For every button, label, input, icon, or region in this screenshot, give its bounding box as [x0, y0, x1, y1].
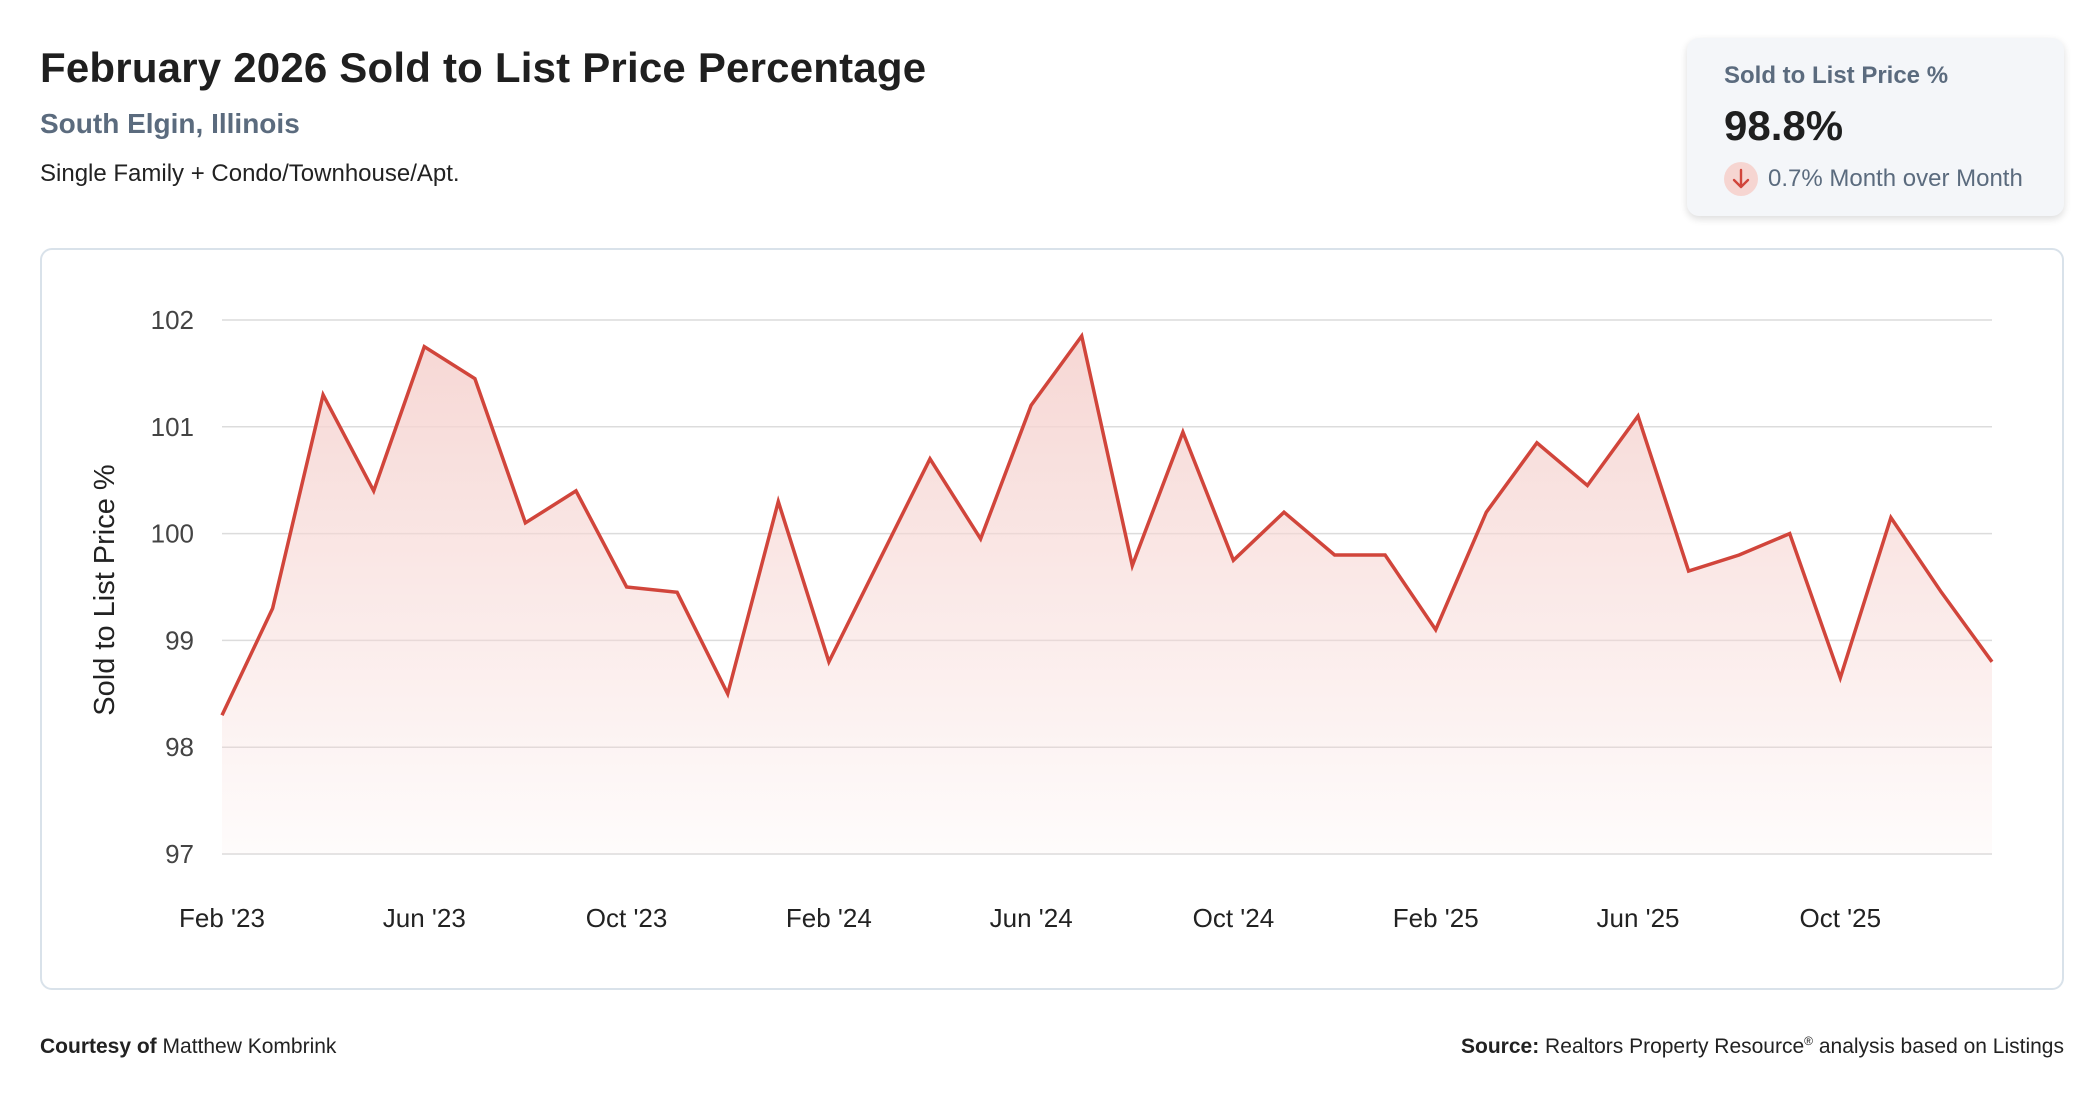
data-point[interactable]	[1983, 653, 2001, 671]
data-point[interactable]	[1022, 396, 1040, 414]
stat-change-row: 0.7% Month over Month	[1724, 162, 2064, 196]
y-tick-label: 101	[151, 412, 194, 442]
data-point[interactable]	[1477, 503, 1495, 521]
data-point[interactable]	[365, 482, 383, 500]
y-axis-label: Sold to List Price %	[89, 464, 121, 715]
data-point[interactable]	[213, 706, 231, 724]
y-tick-label: 97	[165, 839, 194, 869]
data-point[interactable]	[567, 482, 585, 500]
data-point[interactable]	[1376, 546, 1394, 564]
data-point[interactable]	[1174, 423, 1192, 441]
source-credit: Source: Realtors Property Resource® anal…	[1461, 1035, 2064, 1059]
data-point[interactable]	[1123, 557, 1141, 575]
data-point[interactable]	[1224, 551, 1242, 569]
stat-change-text: 0.7% Month over Month	[1768, 165, 2023, 192]
property-types-label: Single Family + Condo/Townhouse/Apt.	[40, 160, 460, 187]
data-point[interactable]	[516, 514, 534, 532]
courtesy-name: Matthew Kombrink	[162, 1035, 337, 1058]
data-point[interactable]	[1882, 509, 1900, 527]
x-tick-label: Oct '25	[1800, 903, 1882, 933]
data-point[interactable]	[618, 578, 636, 596]
data-point[interactable]	[769, 493, 787, 511]
y-tick-label: 99	[165, 625, 194, 655]
line-chart: 97 98 99 100 101 102 Feb '23 Jun '23 Oct '23 Feb…	[89, 305, 2001, 933]
x-tick-label: Oct '23	[586, 903, 668, 933]
stat-summary-card: Sold to List Price % 98.8% 0.7% Month ov…	[1687, 38, 2064, 216]
x-tick-label: Oct '24	[1193, 903, 1275, 933]
x-tick-label: Feb '23	[179, 903, 265, 933]
x-tick-label: Feb '25	[1393, 903, 1479, 933]
data-point[interactable]	[264, 599, 282, 617]
source-label: Source:	[1461, 1035, 1540, 1058]
data-point[interactable]	[415, 338, 433, 356]
data-point[interactable]	[870, 551, 888, 569]
x-tick-label: Jun '23	[383, 903, 466, 933]
data-point[interactable]	[1578, 477, 1596, 495]
data-point[interactable]	[1528, 434, 1546, 452]
data-point[interactable]	[1781, 525, 1799, 543]
data-point[interactable]	[1275, 503, 1293, 521]
data-point[interactable]	[719, 685, 737, 703]
data-point[interactable]	[921, 450, 939, 468]
x-tick-label: Feb '24	[786, 903, 872, 933]
location-subtitle: South Elgin, Illinois	[40, 108, 300, 139]
y-tick-label: 100	[151, 519, 194, 549]
source-suffix: analysis based on Listings	[1813, 1035, 2064, 1058]
data-point[interactable]	[1073, 327, 1091, 345]
data-point[interactable]	[1427, 621, 1445, 639]
data-point[interactable]	[1932, 583, 1950, 601]
x-tick-label: Jun '24	[990, 903, 1073, 933]
data-point[interactable]	[1730, 546, 1748, 564]
data-point[interactable]	[314, 386, 332, 404]
data-point[interactable]	[1629, 407, 1647, 425]
down-arrow-icon	[1724, 162, 1758, 196]
page-title: February 2026 Sold to List Price Percent…	[40, 44, 927, 91]
data-point[interactable]	[1831, 669, 1849, 687]
series-area-fill	[222, 336, 1992, 854]
stat-label: Sold to List Price %	[1724, 62, 1949, 89]
source-name: Realtors Property Resource	[1545, 1035, 1805, 1058]
x-tick-label: Jun '25	[1596, 903, 1679, 933]
stat-value: 98.8%	[1724, 102, 1844, 149]
data-point[interactable]	[466, 370, 484, 388]
chart-container: 97 98 99 100 101 102 Feb '23 Jun '23 Oct '23 Feb…	[40, 248, 2064, 990]
data-point[interactable]	[1326, 546, 1344, 564]
courtesy-credit: Courtesy of Matthew Kombrink	[40, 1035, 336, 1059]
series-line	[220, 331, 1994, 716]
data-point[interactable]	[972, 530, 990, 548]
data-point[interactable]	[668, 583, 686, 601]
data-point[interactable]	[820, 653, 838, 671]
y-tick-label: 102	[151, 305, 194, 335]
courtesy-label: Courtesy of	[40, 1035, 157, 1058]
data-point[interactable]	[1680, 562, 1698, 580]
registered-mark: ®	[1804, 1034, 1813, 1048]
y-tick-label: 98	[165, 732, 194, 762]
